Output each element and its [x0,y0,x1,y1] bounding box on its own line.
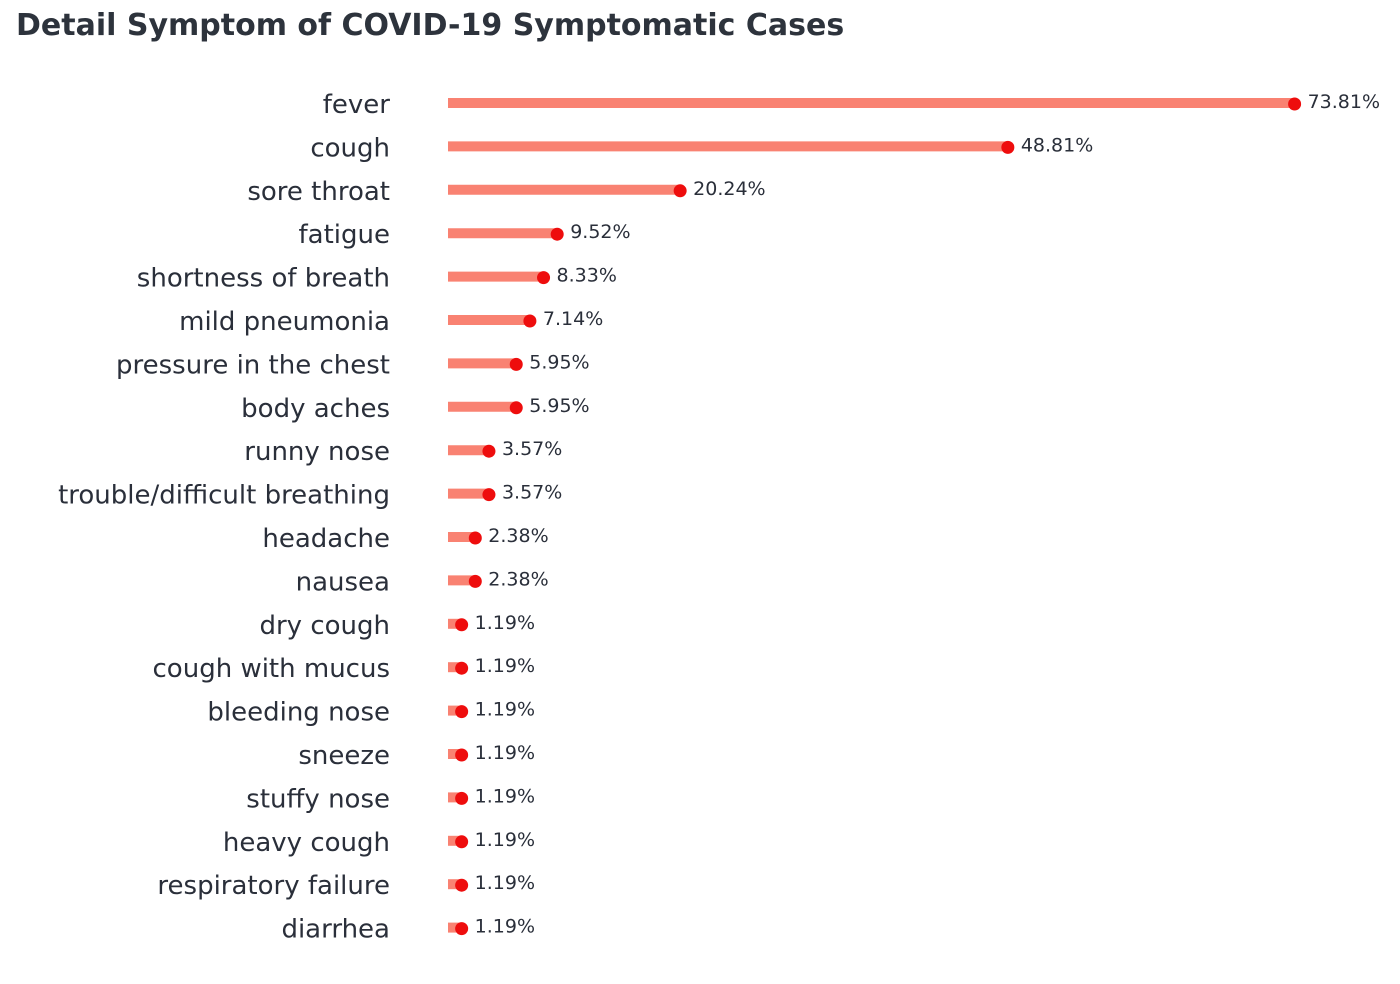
dot-runny-nose [482,444,496,458]
dots-layer [455,97,1302,936]
dot-respiratory-failure [455,878,469,892]
dot-headache [468,531,482,545]
category-label-fever: fever [323,90,391,120]
value-label-headache: 2.38% [488,525,548,547]
value-label-cough: 48.81% [1021,134,1093,156]
dot-heavy-cough [455,835,469,849]
value-label-trouble-difficult-breathing: 3.57% [502,482,562,504]
category-label-bleeding-nose: bleeding nose [207,698,390,728]
chart-title: Detail Symptom of COVID-19 Symptomatic C… [16,8,845,43]
category-label-runny-nose: runny nose [244,437,390,467]
category-label-sneeze: sneeze [298,741,390,771]
category-label-body-aches: body aches [241,394,390,424]
dot-dry-cough [455,618,469,632]
dot-fatigue [550,227,564,241]
category-label-shortness-of-breath: shortness of breath [137,264,390,294]
category-label-respiratory-failure: respiratory failure [157,871,390,901]
dot-mild-pneumonia [523,314,537,328]
dot-shortness-of-breath [537,271,551,285]
value-label-nausea: 2.38% [488,568,548,590]
dot-body-aches [509,401,523,415]
value-label-pressure-in-the-chest: 5.95% [529,351,589,373]
value-label-bleeding-nose: 1.19% [475,699,535,721]
value-label-dry-cough: 1.19% [475,612,535,634]
dot-pressure-in-the-chest [509,357,523,371]
dot-sore-throat [673,184,687,198]
category-label-nausea: nausea [296,567,390,597]
value-label-diarrhea: 1.19% [475,916,535,938]
dot-sneeze [455,748,469,762]
value-label-sneeze: 1.19% [475,742,535,764]
value-label-cough-with-mucus: 1.19% [475,655,535,677]
category-label-stuffy-nose: stuffy nose [246,784,390,814]
category-label-pressure-in-the-chest: pressure in the chest [116,350,390,380]
category-label-fatigue: fatigue [299,220,390,250]
value-label-fever: 73.81% [1308,91,1380,113]
category-label-headache: headache [262,524,390,554]
value-label-body-aches: 5.95% [529,395,589,417]
category-label-heavy-cough: heavy cough [223,828,390,858]
value-label-sore-throat: 20.24% [693,178,765,200]
category-label-cough: cough [310,133,390,163]
value-label-shortness-of-breath: 8.33% [557,265,617,287]
dot-fever [1288,97,1302,111]
category-labels: fever cough sore throat fatigue shortness of… [58,90,390,945]
dot-stuffy-nose [455,791,469,805]
value-label-respiratory-failure: 1.19% [475,872,535,894]
dot-cough-with-mucus [455,661,469,675]
category-label-mild-pneumonia: mild pneumonia [179,307,390,337]
value-label-heavy-cough: 1.19% [475,829,535,851]
category-label-dry-cough: dry cough [259,611,390,641]
value-labels: 73.81% 48.81% 20.24% 9.52% 8.33% 7.14% 5.95% 5.… [475,91,1380,938]
dot-diarrhea [455,922,469,936]
category-label-cough-with-mucus: cough with mucus [153,654,390,684]
dot-cough [1001,140,1015,154]
category-label-sore-throat: sore throat [247,177,390,207]
category-label-diarrhea: diarrhea [281,915,390,945]
category-label-trouble-difficult-breathing: trouble/difficult breathing [58,481,390,511]
value-label-stuffy-nose: 1.19% [475,785,535,807]
dot-nausea [468,574,482,588]
value-label-mild-pneumonia: 7.14% [543,308,603,330]
value-label-fatigue: 9.52% [570,221,630,243]
dot-trouble-difficult-breathing [482,488,496,502]
value-label-runny-nose: 3.57% [502,438,562,460]
dot-bleeding-nose [455,705,469,719]
